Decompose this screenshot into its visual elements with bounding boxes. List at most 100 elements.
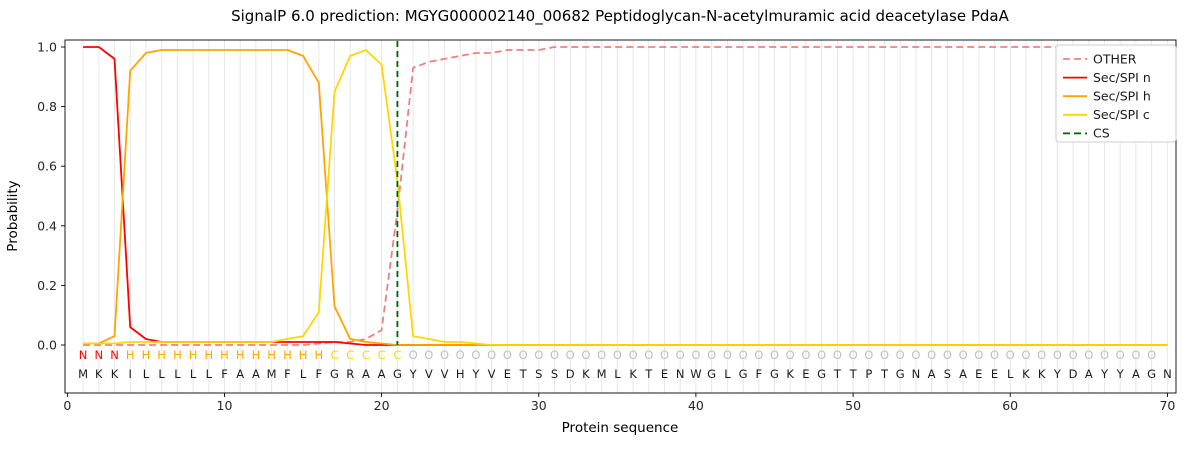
region-label: O — [864, 348, 873, 362]
residue-letter: V — [488, 367, 496, 381]
region-label: O — [1100, 348, 1109, 362]
residue-letter: Y — [1053, 367, 1062, 381]
legend-label: OTHER — [1093, 51, 1137, 66]
residue-letter: G — [896, 367, 905, 381]
region-label: O — [581, 348, 590, 362]
y-tick-label: 0.8 — [37, 99, 57, 114]
legend-label: Sec/SPI c — [1093, 107, 1150, 122]
region-label: O — [1116, 348, 1125, 362]
x-tick-label: 10 — [217, 398, 233, 413]
residue-letter: T — [644, 367, 653, 381]
region-label: O — [487, 348, 496, 362]
region-label: O — [519, 348, 528, 362]
series-line — [83, 46, 1168, 346]
region-label: O — [1037, 348, 1046, 362]
residue-letter: L — [206, 367, 213, 381]
residue-letter: G — [1147, 367, 1156, 381]
residue-letter: E — [802, 367, 809, 381]
region-label: N — [110, 348, 119, 362]
region-label: O — [943, 348, 952, 362]
residue-letter: E — [504, 367, 511, 381]
residue-letter: E — [991, 367, 998, 381]
region-label: H — [157, 348, 166, 362]
axis-ticks: 0 10 20 30 40 50 60 70 0.0 0.2 0.4 0.6 0.8 1.0 — [37, 40, 1175, 414]
region-label: O — [801, 348, 810, 362]
residue-letter: F — [221, 367, 228, 381]
residue-letter: M — [267, 367, 277, 381]
x-tick-label: 60 — [1002, 398, 1018, 413]
residue-letter: A — [1085, 367, 1093, 381]
residue-letter: K — [786, 367, 794, 381]
series-line — [83, 49, 1168, 346]
region-label: O — [974, 348, 983, 362]
region-label: H — [126, 348, 135, 362]
region-label: O — [456, 348, 465, 362]
region-label: N — [79, 348, 88, 362]
region-label: O — [817, 348, 826, 362]
region-label: H — [173, 348, 182, 362]
region-label: H — [299, 348, 308, 362]
x-tick-label: 70 — [1159, 398, 1175, 413]
residue-letter: D — [566, 367, 575, 381]
region-label: O — [959, 348, 968, 362]
legend: OTHER Sec/SPI n Sec/SPI h Sec/SPI c CS — [1055, 44, 1177, 143]
sequence-letters: NMNKNKHIHLHLHLHLHLHFHAHAHMHFHLHFCGCRCACA… — [78, 348, 1172, 381]
chart-title: SignalP 6.0 prediction: MGYG000002140_00… — [231, 7, 1010, 26]
residue-letter: N — [912, 367, 921, 381]
region-label: O — [440, 348, 449, 362]
legend-label: CS — [1093, 126, 1110, 141]
residue-letter: E — [661, 367, 668, 381]
legend-label: Sec/SPI n — [1093, 70, 1151, 85]
residue-letter: K — [582, 367, 590, 381]
region-label: O — [613, 348, 622, 362]
residue-letter: L — [614, 367, 621, 381]
residue-letter: K — [111, 367, 119, 381]
region-label: O — [927, 348, 936, 362]
residue-letter: L — [174, 367, 181, 381]
x-tick-label: 50 — [845, 398, 861, 413]
residue-letter: K — [1022, 367, 1030, 381]
residue-letter: R — [346, 367, 354, 381]
region-label: O — [566, 348, 575, 362]
region-label: O — [644, 348, 653, 362]
residue-letter: M — [78, 367, 88, 381]
region-label: O — [911, 348, 920, 362]
probability-series — [83, 46, 1168, 346]
residue-letter: N — [676, 367, 685, 381]
x-tick-label: 30 — [531, 398, 547, 413]
residue-letter: F — [755, 367, 762, 381]
residue-letter: K — [1038, 367, 1046, 381]
region-label: O — [503, 348, 512, 362]
residue-letter: L — [158, 367, 165, 381]
residue-letter: L — [1007, 367, 1014, 381]
region-label: H — [314, 348, 323, 362]
region-label: O — [1084, 348, 1093, 362]
residue-letter: L — [724, 367, 731, 381]
region-label: H — [204, 348, 213, 362]
region-label: H — [236, 348, 245, 362]
residue-letter: K — [95, 367, 103, 381]
region-label: O — [849, 348, 858, 362]
region-label: O — [534, 348, 543, 362]
residue-letter: T — [880, 367, 889, 381]
region-label: O — [424, 348, 433, 362]
region-label: O — [880, 348, 889, 362]
residue-letter: I — [128, 367, 131, 381]
region-label: O — [786, 348, 795, 362]
region-label: O — [1006, 348, 1015, 362]
y-tick-label: 0.6 — [37, 159, 57, 174]
region-label: O — [550, 348, 559, 362]
region-label: O — [1053, 348, 1062, 362]
residue-letter: Y — [1100, 367, 1109, 381]
region-label: O — [471, 348, 480, 362]
residue-letter: W — [690, 367, 701, 381]
residue-letter: A — [252, 367, 260, 381]
residue-letter: S — [551, 367, 558, 381]
residue-letter: S — [535, 367, 542, 381]
region-label: O — [739, 348, 748, 362]
residue-letter: G — [393, 367, 402, 381]
residue-letter: A — [959, 367, 967, 381]
x-tick-label: 0 — [63, 398, 71, 413]
